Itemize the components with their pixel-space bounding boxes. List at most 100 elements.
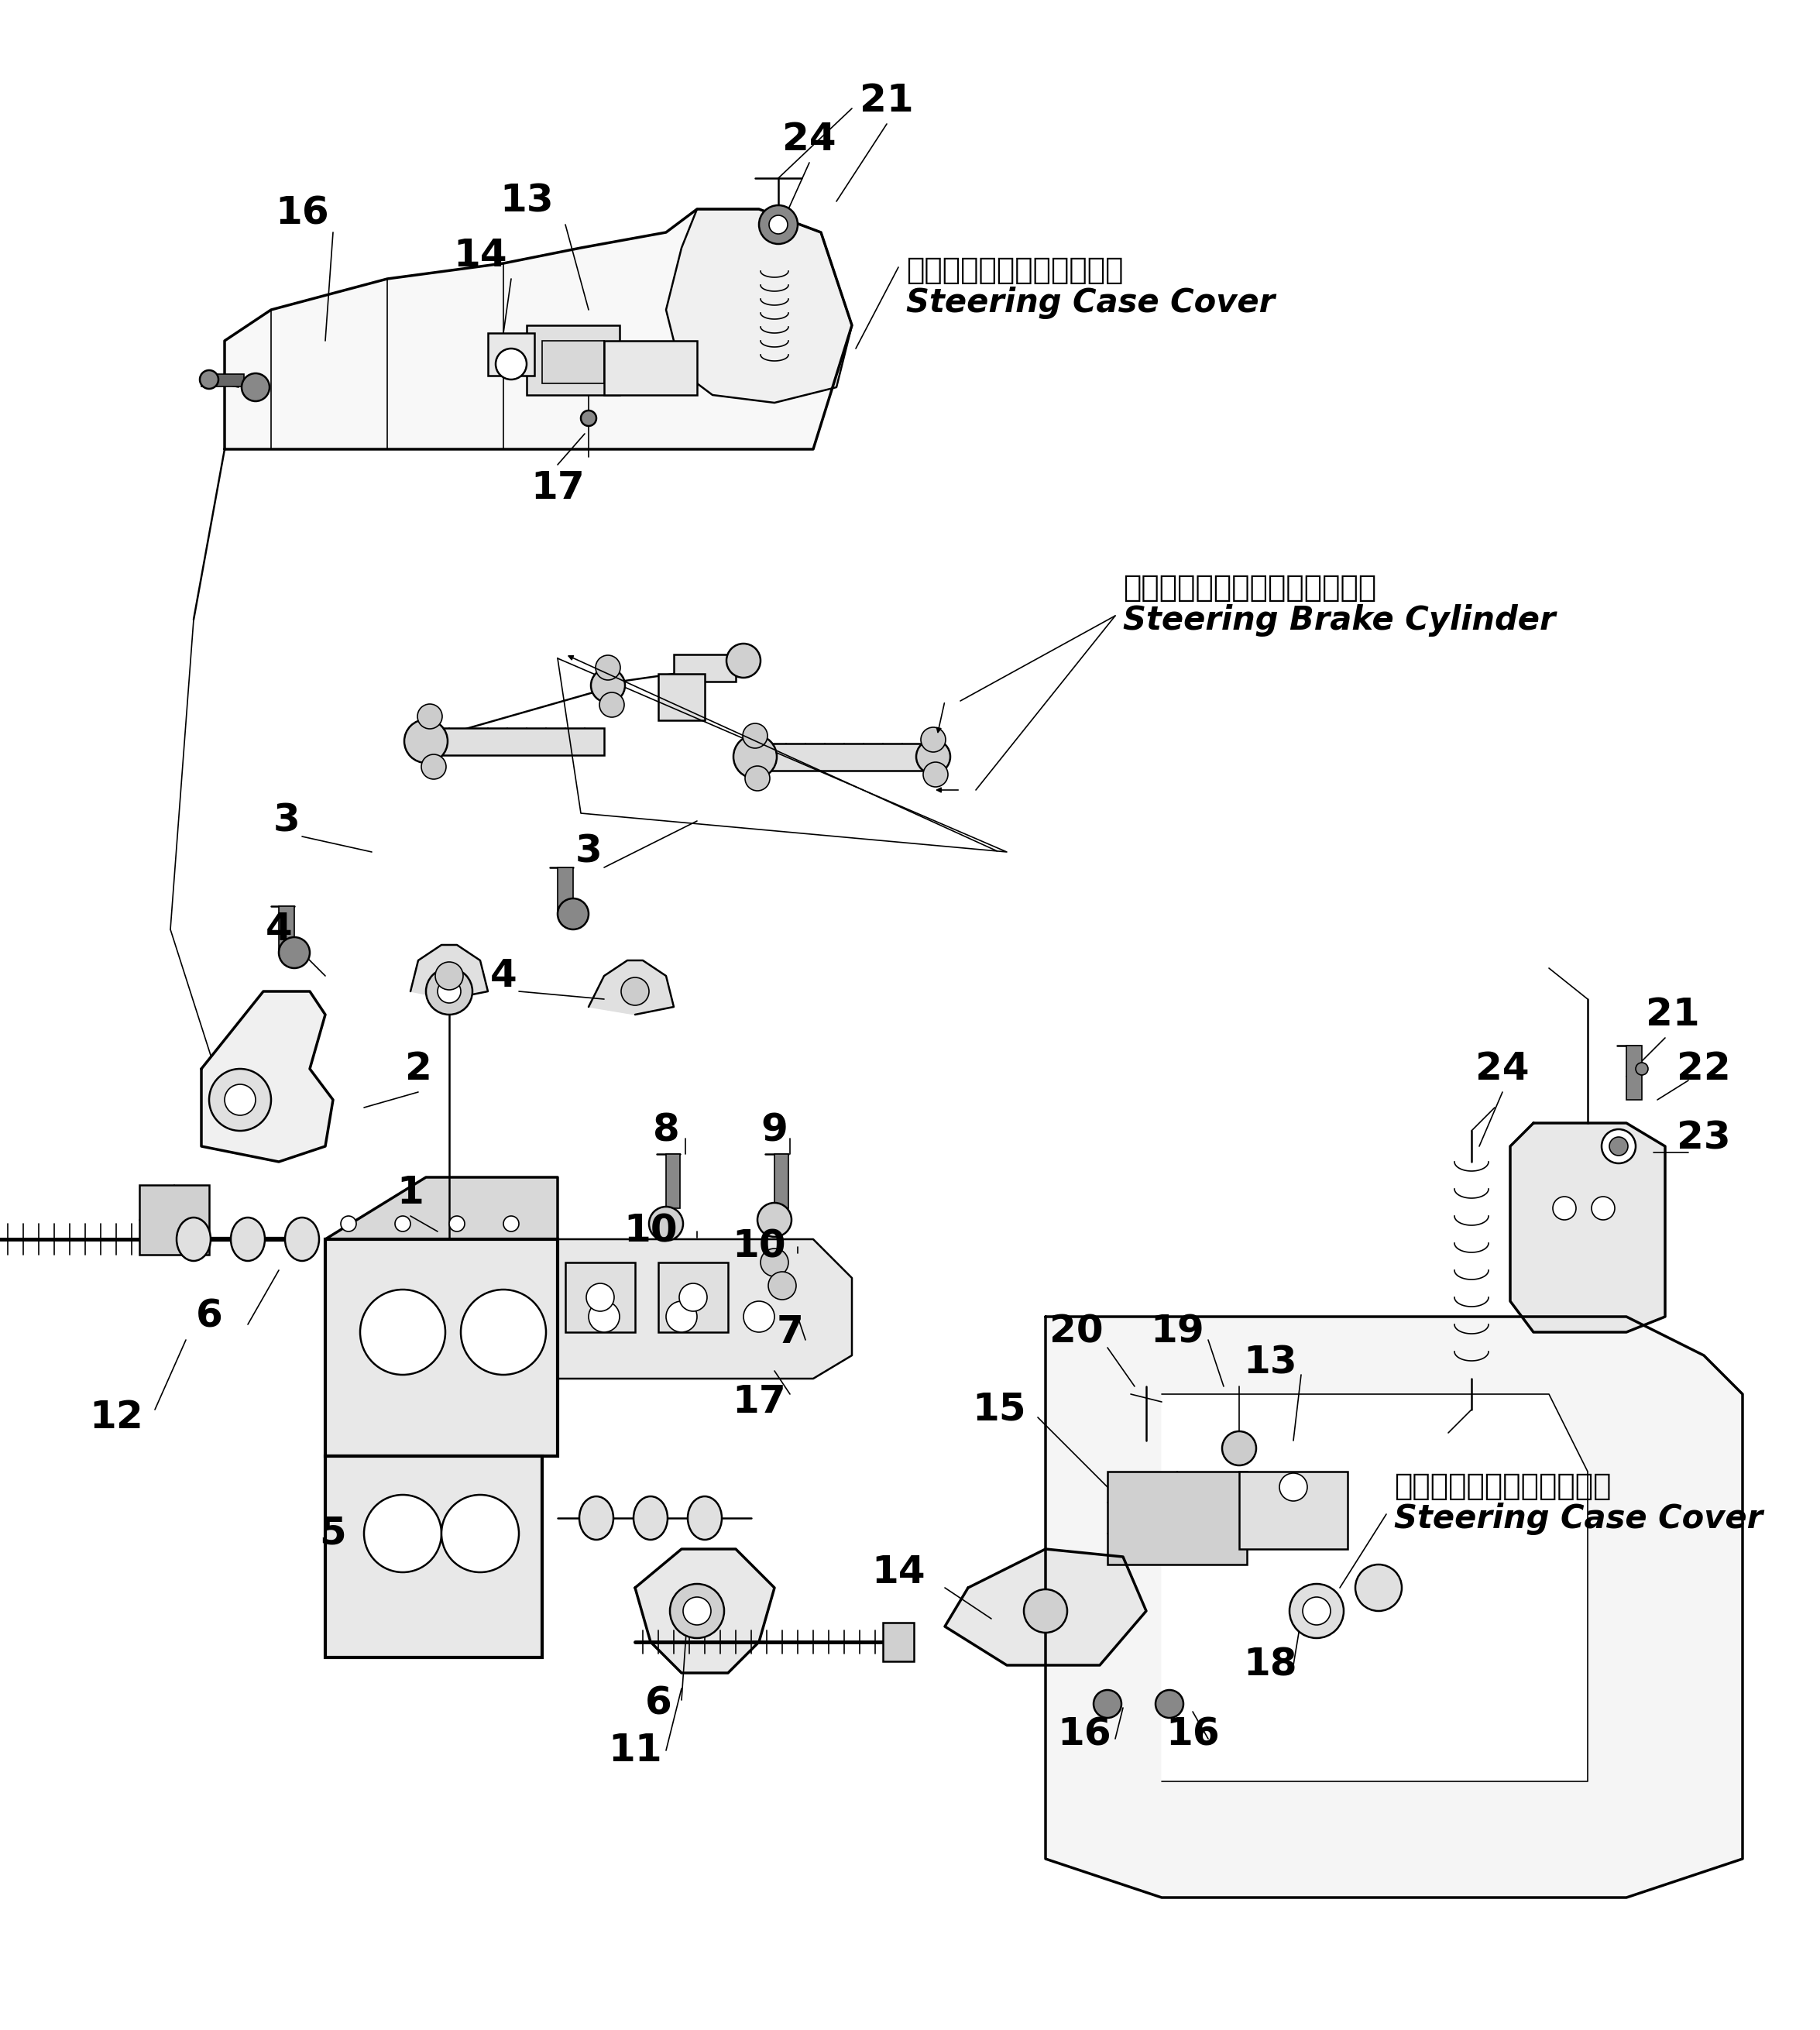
Bar (1627, 1045, 1642, 1100)
Text: 3: 3 (273, 802, 300, 840)
Circle shape (450, 1216, 464, 1232)
Circle shape (915, 739, 950, 773)
Circle shape (340, 1216, 357, 1232)
Circle shape (733, 735, 777, 777)
Text: 16: 16 (1167, 1715, 1219, 1754)
Bar (604, 341, 697, 396)
Circle shape (437, 980, 460, 1003)
Circle shape (1156, 1691, 1183, 1717)
Bar (202, 374, 244, 386)
Polygon shape (557, 1238, 852, 1378)
Circle shape (586, 1283, 613, 1311)
Circle shape (364, 1494, 442, 1573)
Text: 5: 5 (320, 1514, 346, 1553)
Bar (883, 1622, 914, 1661)
Circle shape (1552, 1196, 1576, 1220)
Bar (659, 674, 704, 721)
Polygon shape (1511, 1123, 1665, 1332)
Bar (566, 1263, 635, 1332)
Circle shape (435, 962, 462, 991)
Text: 17: 17 (732, 1382, 786, 1421)
Text: 21: 21 (1645, 997, 1700, 1033)
Text: 13: 13 (1243, 1344, 1298, 1382)
Circle shape (278, 938, 309, 968)
Text: 13: 13 (500, 183, 553, 219)
Circle shape (395, 1216, 411, 1232)
Circle shape (757, 1204, 792, 1236)
Text: 8: 8 (653, 1112, 679, 1149)
Text: ステアリングケースカバー: ステアリングケースカバー (1394, 1472, 1611, 1500)
Circle shape (209, 1070, 271, 1131)
Text: 10: 10 (732, 1228, 786, 1265)
Circle shape (1591, 1196, 1614, 1220)
Text: 9: 9 (761, 1112, 788, 1149)
Circle shape (923, 761, 948, 788)
Text: 21: 21 (859, 81, 914, 120)
Circle shape (759, 205, 797, 244)
Text: 2: 2 (404, 1050, 431, 1088)
Text: 11: 11 (608, 1732, 662, 1768)
Circle shape (621, 976, 650, 1005)
Circle shape (417, 704, 442, 729)
Text: 23: 23 (1676, 1121, 1731, 1157)
Ellipse shape (688, 1496, 723, 1539)
Polygon shape (666, 209, 852, 402)
Text: 19: 19 (1150, 1313, 1205, 1350)
Circle shape (426, 968, 473, 1015)
Ellipse shape (579, 1496, 613, 1539)
Polygon shape (411, 944, 488, 999)
Circle shape (599, 692, 624, 717)
Circle shape (1609, 1137, 1627, 1155)
Text: 16: 16 (1057, 1715, 1112, 1754)
Text: 3: 3 (575, 834, 602, 871)
Circle shape (592, 668, 624, 702)
Bar (659, 1263, 728, 1332)
Bar (759, 743, 930, 771)
Text: Steering Brake Cylinder: Steering Brake Cylinder (1123, 605, 1556, 637)
Circle shape (224, 1084, 255, 1114)
Circle shape (495, 349, 526, 380)
Circle shape (743, 723, 768, 749)
Polygon shape (202, 991, 333, 1161)
Bar (1239, 1472, 1347, 1549)
Circle shape (768, 1271, 795, 1299)
Circle shape (1094, 1691, 1121, 1717)
Circle shape (670, 1583, 724, 1638)
Bar (775, 1153, 788, 1208)
Circle shape (666, 1301, 697, 1332)
Text: 6: 6 (644, 1685, 672, 1723)
Circle shape (1356, 1565, 1401, 1612)
Text: 4: 4 (490, 958, 517, 995)
Circle shape (360, 1289, 446, 1374)
Text: 1: 1 (397, 1173, 424, 1212)
Circle shape (744, 765, 770, 792)
Text: 20: 20 (1050, 1313, 1103, 1350)
Circle shape (726, 644, 761, 678)
Polygon shape (326, 1177, 557, 1238)
Ellipse shape (231, 1218, 266, 1261)
Polygon shape (635, 1549, 775, 1673)
Circle shape (1025, 1589, 1067, 1632)
Circle shape (744, 1301, 775, 1332)
Bar (326, 1456, 542, 1656)
Text: Steering Case Cover: Steering Case Cover (906, 286, 1274, 319)
Polygon shape (1045, 1317, 1742, 1898)
Text: 24: 24 (783, 122, 835, 158)
Circle shape (1279, 1474, 1307, 1500)
Text: 14: 14 (453, 238, 508, 274)
Text: Steering Case Cover: Steering Case Cover (1394, 1502, 1764, 1535)
Ellipse shape (286, 1218, 318, 1261)
Circle shape (442, 1494, 519, 1573)
Text: 12: 12 (89, 1399, 144, 1435)
Bar (1108, 1472, 1247, 1565)
Bar (278, 905, 295, 952)
Bar (488, 333, 535, 376)
Text: 10: 10 (624, 1212, 677, 1250)
Circle shape (1290, 1583, 1343, 1638)
Circle shape (242, 374, 269, 402)
Circle shape (588, 1301, 619, 1332)
Circle shape (1303, 1598, 1330, 1624)
Ellipse shape (177, 1218, 211, 1261)
Text: 22: 22 (1676, 1050, 1731, 1088)
Text: ステアリングブレーキシリンダ: ステアリングブレーキシリンダ (1123, 572, 1376, 603)
